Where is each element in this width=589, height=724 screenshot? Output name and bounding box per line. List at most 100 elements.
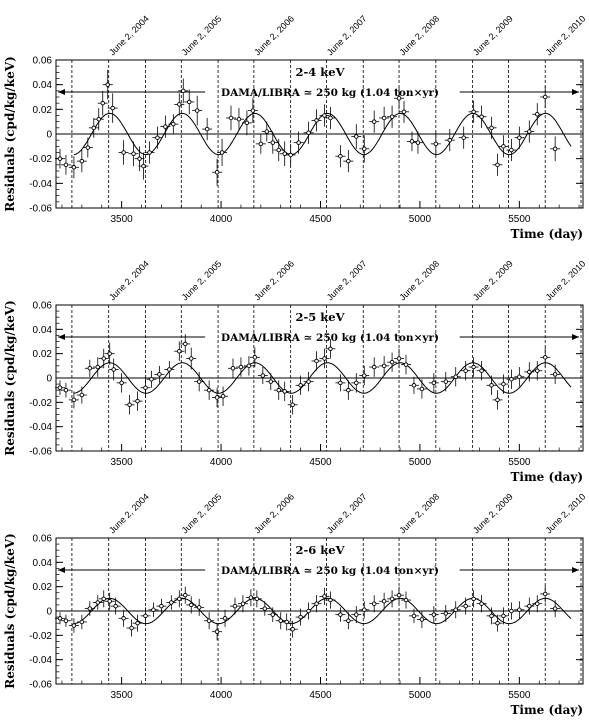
marker: [57, 385, 63, 390]
x-axis-title: Time (day): [511, 470, 584, 484]
data-point: [273, 138, 284, 162]
data-point: [295, 608, 306, 626]
data-point: [506, 138, 517, 162]
marker: [371, 119, 377, 124]
marker: [107, 599, 112, 604]
data-point: [174, 341, 185, 361]
marker: [149, 376, 154, 382]
y-tick-label: 0.04: [33, 80, 53, 91]
data-point: [251, 590, 262, 608]
data-point: [399, 100, 410, 123]
x-tick-label: 4000: [210, 214, 233, 225]
x-tick-label: 4500: [309, 214, 332, 225]
y-tick-label: 0.02: [33, 349, 53, 360]
x-tick-label: 3500: [111, 214, 134, 225]
data-point: [335, 374, 346, 392]
marker: [151, 607, 156, 613]
arrow-head-right: [572, 567, 580, 573]
data-point: [259, 601, 270, 616]
x-tick-label: 5000: [409, 457, 432, 468]
data-point: [325, 591, 336, 609]
marker: [220, 394, 226, 399]
marker: [159, 603, 164, 609]
y-tick-label: -0.04: [29, 422, 52, 433]
y-tick-label: 0.06: [33, 56, 53, 67]
data-point: [444, 129, 455, 152]
data-point: [343, 380, 354, 400]
data-point: [132, 391, 143, 411]
marker: [461, 135, 466, 140]
data-point: [140, 378, 151, 398]
data-point: [379, 356, 390, 376]
data-point: [275, 612, 286, 630]
data-point: [311, 351, 322, 371]
data-point: [68, 156, 79, 179]
data-point: [140, 607, 151, 625]
data-point: [204, 380, 215, 400]
marker: [411, 613, 417, 619]
marker: [290, 627, 295, 632]
marker: [314, 358, 319, 364]
marker: [479, 114, 484, 119]
marker: [471, 364, 476, 370]
marker: [129, 625, 134, 631]
marker: [206, 387, 212, 393]
data-point: [295, 375, 306, 396]
marker: [214, 629, 220, 634]
data-point: [54, 148, 65, 169]
marker: [127, 402, 132, 408]
arrow-head-left: [57, 567, 65, 573]
marker: [119, 380, 124, 386]
marker: [322, 113, 327, 118]
marker: [240, 601, 246, 606]
data-point: [166, 595, 177, 610]
marker: [95, 600, 101, 605]
marker: [262, 606, 268, 611]
marker: [535, 112, 540, 117]
marker: [346, 387, 351, 393]
data-point: [486, 607, 497, 625]
data-point: [229, 597, 240, 615]
marker: [298, 383, 303, 388]
marker: [57, 616, 63, 621]
marker: [527, 129, 532, 134]
x-axis-title: Time (day): [511, 227, 584, 241]
x-tick-label: 4000: [210, 457, 233, 468]
data-point: [351, 373, 362, 393]
data-point: [343, 612, 354, 630]
data-point: [174, 590, 185, 608]
data-point: [273, 380, 284, 400]
data-point: [174, 93, 185, 116]
data-point: [287, 395, 298, 415]
data-point: [168, 114, 179, 134]
x-tick-label: 3500: [111, 457, 134, 468]
marker: [346, 158, 351, 164]
data-point: [194, 371, 205, 392]
marker: [264, 129, 270, 134]
marker: [552, 606, 558, 611]
data-point: [476, 105, 487, 128]
data-point: [97, 90, 108, 116]
marker: [535, 368, 540, 373]
data-point: [514, 367, 525, 387]
marker: [489, 383, 494, 388]
data-point: [524, 120, 535, 143]
marker: [79, 158, 85, 164]
marker: [276, 147, 281, 153]
marker: [396, 592, 402, 598]
data-point: [243, 356, 254, 376]
date-label: June 2, 2010: [544, 492, 588, 536]
banner-text: DAMA/LIBRA ≃ 250 kg (1.04 ton×yr): [221, 565, 439, 577]
marker: [121, 150, 126, 155]
marker: [415, 140, 421, 145]
data-point: [84, 601, 95, 616]
marker: [100, 100, 105, 106]
marker: [463, 368, 468, 373]
data-point: [202, 117, 213, 141]
data-point: [311, 109, 322, 132]
date-label: June 2, 2008: [397, 259, 441, 303]
y-tick-label: 0.04: [33, 325, 53, 336]
data-point: [204, 612, 215, 630]
data-point: [369, 595, 380, 613]
